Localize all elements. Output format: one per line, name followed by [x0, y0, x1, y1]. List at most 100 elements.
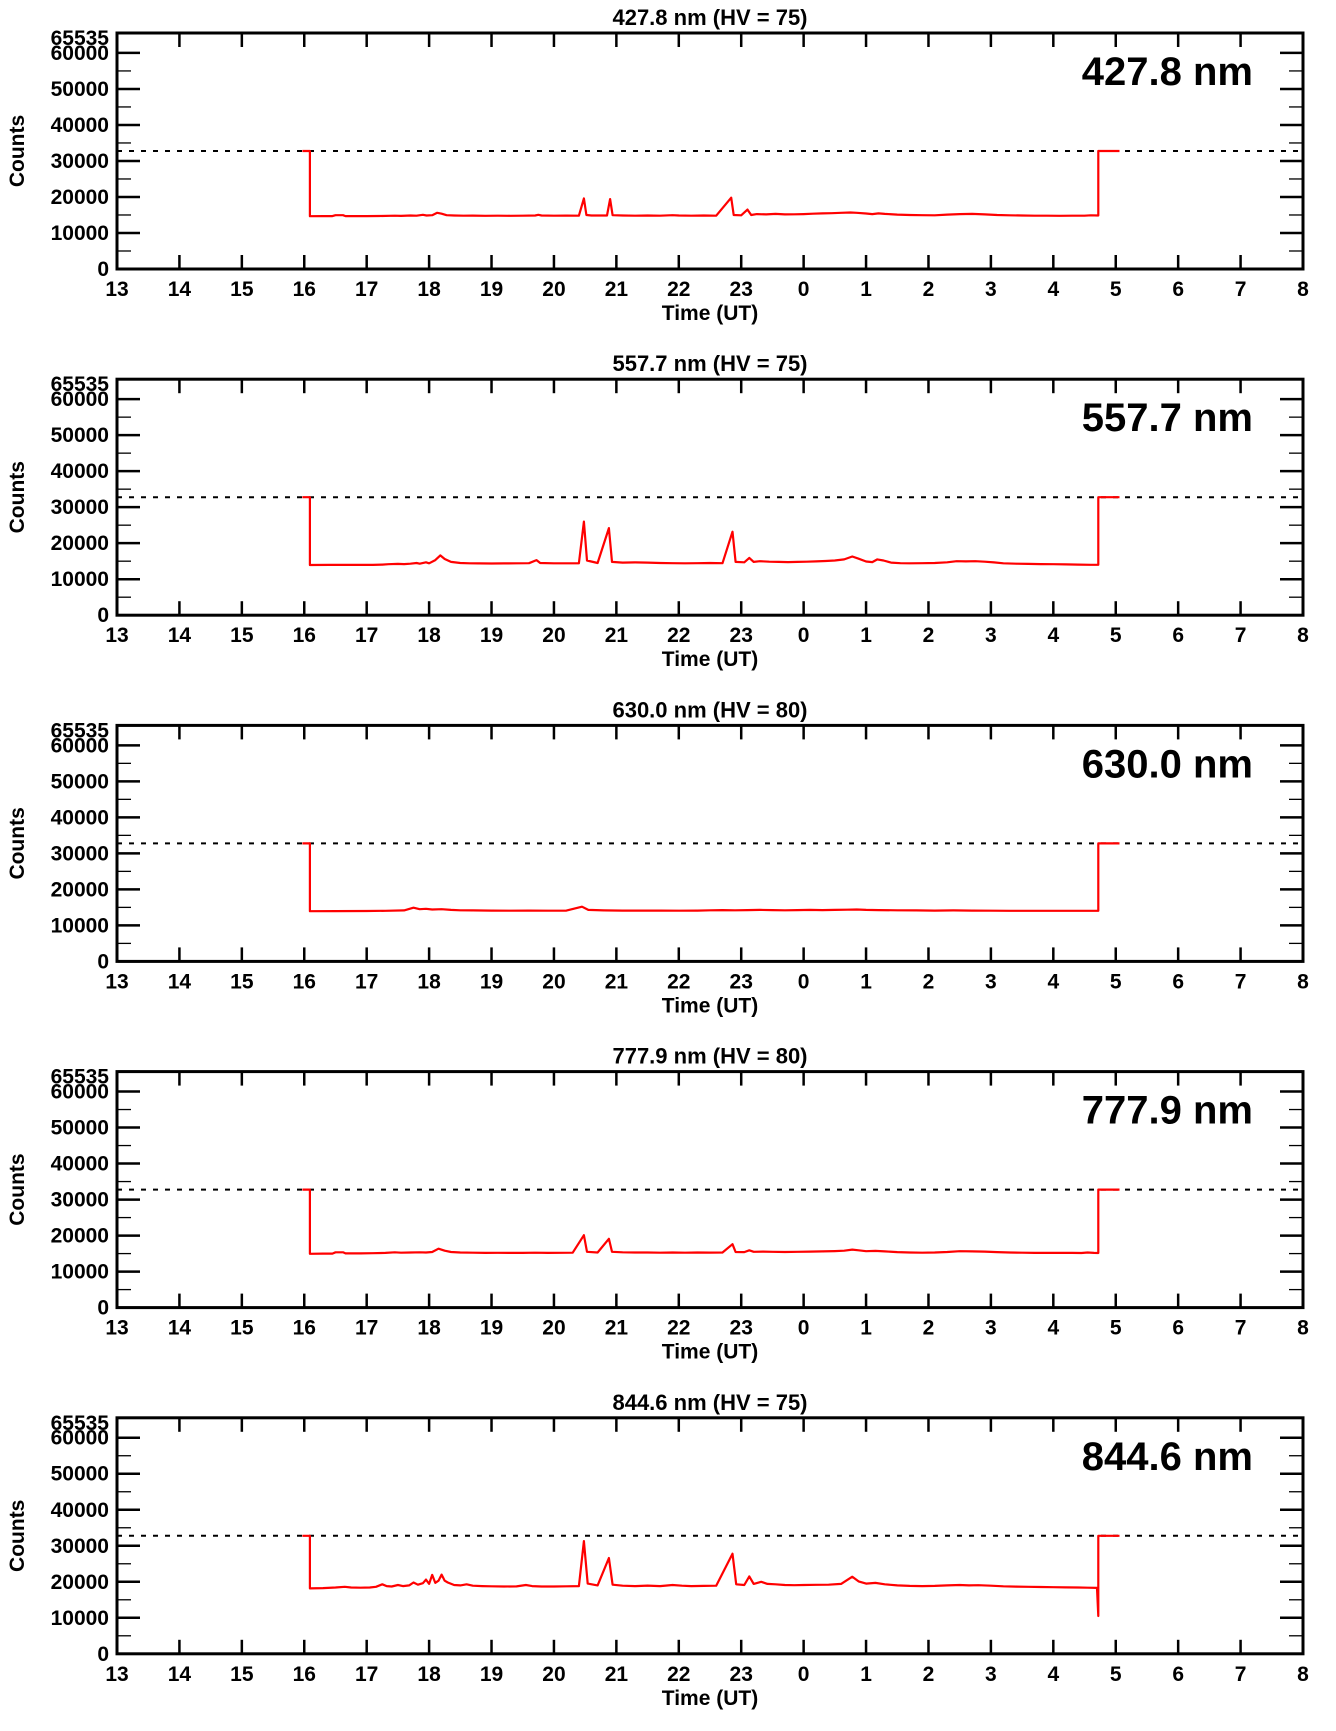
y-tick-label: 40000: [51, 1153, 109, 1176]
x-tick-label: 23: [730, 1317, 753, 1340]
x-tick-label: 13: [105, 624, 128, 647]
x-tick-label: 13: [105, 1663, 128, 1686]
x-tick-label: 22: [667, 624, 690, 647]
panel-title: 630.0 nm (HV = 80): [612, 697, 807, 722]
x-tick-label: 15: [230, 1317, 254, 1340]
x-tick-label: 19: [480, 1317, 503, 1340]
x-tick-label: 14: [168, 1317, 192, 1340]
x-tick-label: 4: [1047, 970, 1059, 993]
y-tick-label: 60000: [51, 388, 109, 411]
x-tick-label: 18: [417, 1663, 441, 1686]
y-tick-label: 65535: [51, 27, 110, 50]
x-axis-label: Time (UT): [662, 648, 758, 671]
panel-777-9-nm: 777.9 nm (HV = 80)13 14 15 16 17 18 19 20 21 22 23…: [6, 1044, 1309, 1364]
x-tick-label: 21: [605, 970, 629, 993]
x-tick-label: 21: [605, 624, 629, 647]
x-axis-label: Time (UT): [662, 994, 758, 1017]
x-tick-label: 16: [293, 624, 316, 647]
y-tick-label: 65535: [51, 1066, 110, 1089]
panel-title: 844.6 nm (HV = 75): [612, 1390, 807, 1415]
x-tick-label: 21: [605, 1317, 629, 1340]
x-tick-label: 1: [860, 278, 872, 301]
x-axis-label: Time (UT): [662, 302, 758, 325]
x-tick-label: 1: [860, 970, 872, 993]
wavelength-label: 557.7 nm: [1082, 396, 1253, 440]
x-tick-label: 2: [923, 278, 935, 301]
x-tick-label: 3: [985, 1663, 997, 1686]
y-tick-label: 30000: [51, 1189, 109, 1212]
x-tick-label: 0: [798, 970, 810, 993]
x-tick-label: 3: [985, 1317, 997, 1340]
x-tick-label: 17: [355, 278, 378, 301]
y-tick-label: 50000: [51, 770, 109, 793]
x-tick-label: 23: [730, 970, 753, 993]
x-tick-label: 2: [923, 1317, 935, 1340]
y-axis-label: Counts: [6, 461, 29, 533]
x-tick-label: 16: [293, 970, 316, 993]
x-tick-label: 7: [1235, 278, 1247, 301]
x-tick-label: 16: [293, 1663, 316, 1686]
x-tick-label: 21: [605, 278, 629, 301]
y-tick-label: 65535: [51, 1412, 110, 1435]
y-tick-label: 10000: [51, 914, 109, 937]
x-tick-label: 15: [230, 970, 254, 993]
x-tick-label: 20: [542, 970, 565, 993]
x-tick-label: 4: [1047, 624, 1059, 647]
x-tick-label: 1: [860, 624, 872, 647]
wavelength-label: 630.0 nm: [1082, 742, 1253, 786]
x-tick-label: 6: [1172, 624, 1184, 647]
x-tick-label: 21: [605, 1663, 629, 1686]
x-tick-label: 4: [1047, 278, 1059, 301]
wavelength-label: 427.8 nm: [1082, 50, 1253, 94]
x-tick-label: 16: [293, 1317, 316, 1340]
x-tick-label: 22: [667, 278, 690, 301]
x-tick-label: 17: [355, 1663, 378, 1686]
counts-trace: [302, 1534, 1120, 1618]
x-tick-label: 19: [480, 278, 503, 301]
y-tick-label: 20000: [51, 878, 109, 901]
wavelength-label: 844.6 nm: [1082, 1435, 1253, 1479]
x-tick-label: 17: [355, 624, 378, 647]
panel-427-8-nm: 427.8 nm (HV = 75)13 14 15 16 17 18 19 20 21 22 23…: [6, 5, 1309, 325]
panel-title: 557.7 nm (HV = 75): [612, 351, 807, 376]
y-tick-label: 20000: [51, 186, 109, 209]
x-tick-label: 7: [1235, 624, 1247, 647]
counts-trace: [302, 1188, 1120, 1255]
y-tick-label: 10000: [51, 222, 109, 245]
x-tick-label: 13: [105, 1317, 128, 1340]
y-tick-label: 10000: [51, 568, 109, 591]
counts-trace: [302, 842, 1120, 913]
x-tick-label: 20: [542, 624, 565, 647]
x-tick-label: 5: [1110, 970, 1122, 993]
counts-trace: [302, 149, 1120, 218]
y-tick-label: 50000: [51, 1117, 109, 1140]
x-tick-label: 18: [417, 1317, 441, 1340]
y-tick-label: 0: [97, 1297, 109, 1320]
x-tick-label: 13: [105, 278, 128, 301]
y-axis-label: Counts: [6, 807, 29, 879]
x-tick-label: 2: [923, 1663, 935, 1686]
y-tick-label: 60000: [51, 734, 109, 757]
x-tick-label: 6: [1172, 970, 1184, 993]
x-tick-label: 0: [798, 278, 810, 301]
x-tick-label: 8: [1297, 970, 1309, 993]
x-tick-label: 4: [1047, 1317, 1059, 1340]
y-tick-label: 0: [97, 1643, 109, 1666]
x-tick-label: 18: [417, 970, 441, 993]
x-tick-label: 20: [542, 1317, 565, 1340]
panel-844-6-nm: 844.6 nm (HV = 75)13 14 15 16 17 18 19 20 21 22 23…: [6, 1390, 1309, 1710]
x-tick-label: 16: [293, 278, 316, 301]
x-tick-label: 19: [480, 970, 503, 993]
y-tick-label: 50000: [51, 78, 109, 101]
y-tick-label: 30000: [51, 150, 109, 173]
y-tick-label: 65535: [51, 373, 110, 396]
x-tick-label: 3: [985, 278, 997, 301]
y-tick-label: 10000: [51, 1607, 109, 1630]
y-tick-label: 30000: [51, 1535, 109, 1558]
x-tick-label: 17: [355, 970, 378, 993]
y-tick-label: 20000: [51, 532, 109, 555]
x-tick-label: 2: [923, 970, 935, 993]
x-tick-label: 7: [1235, 970, 1247, 993]
x-tick-label: 22: [667, 1317, 690, 1340]
